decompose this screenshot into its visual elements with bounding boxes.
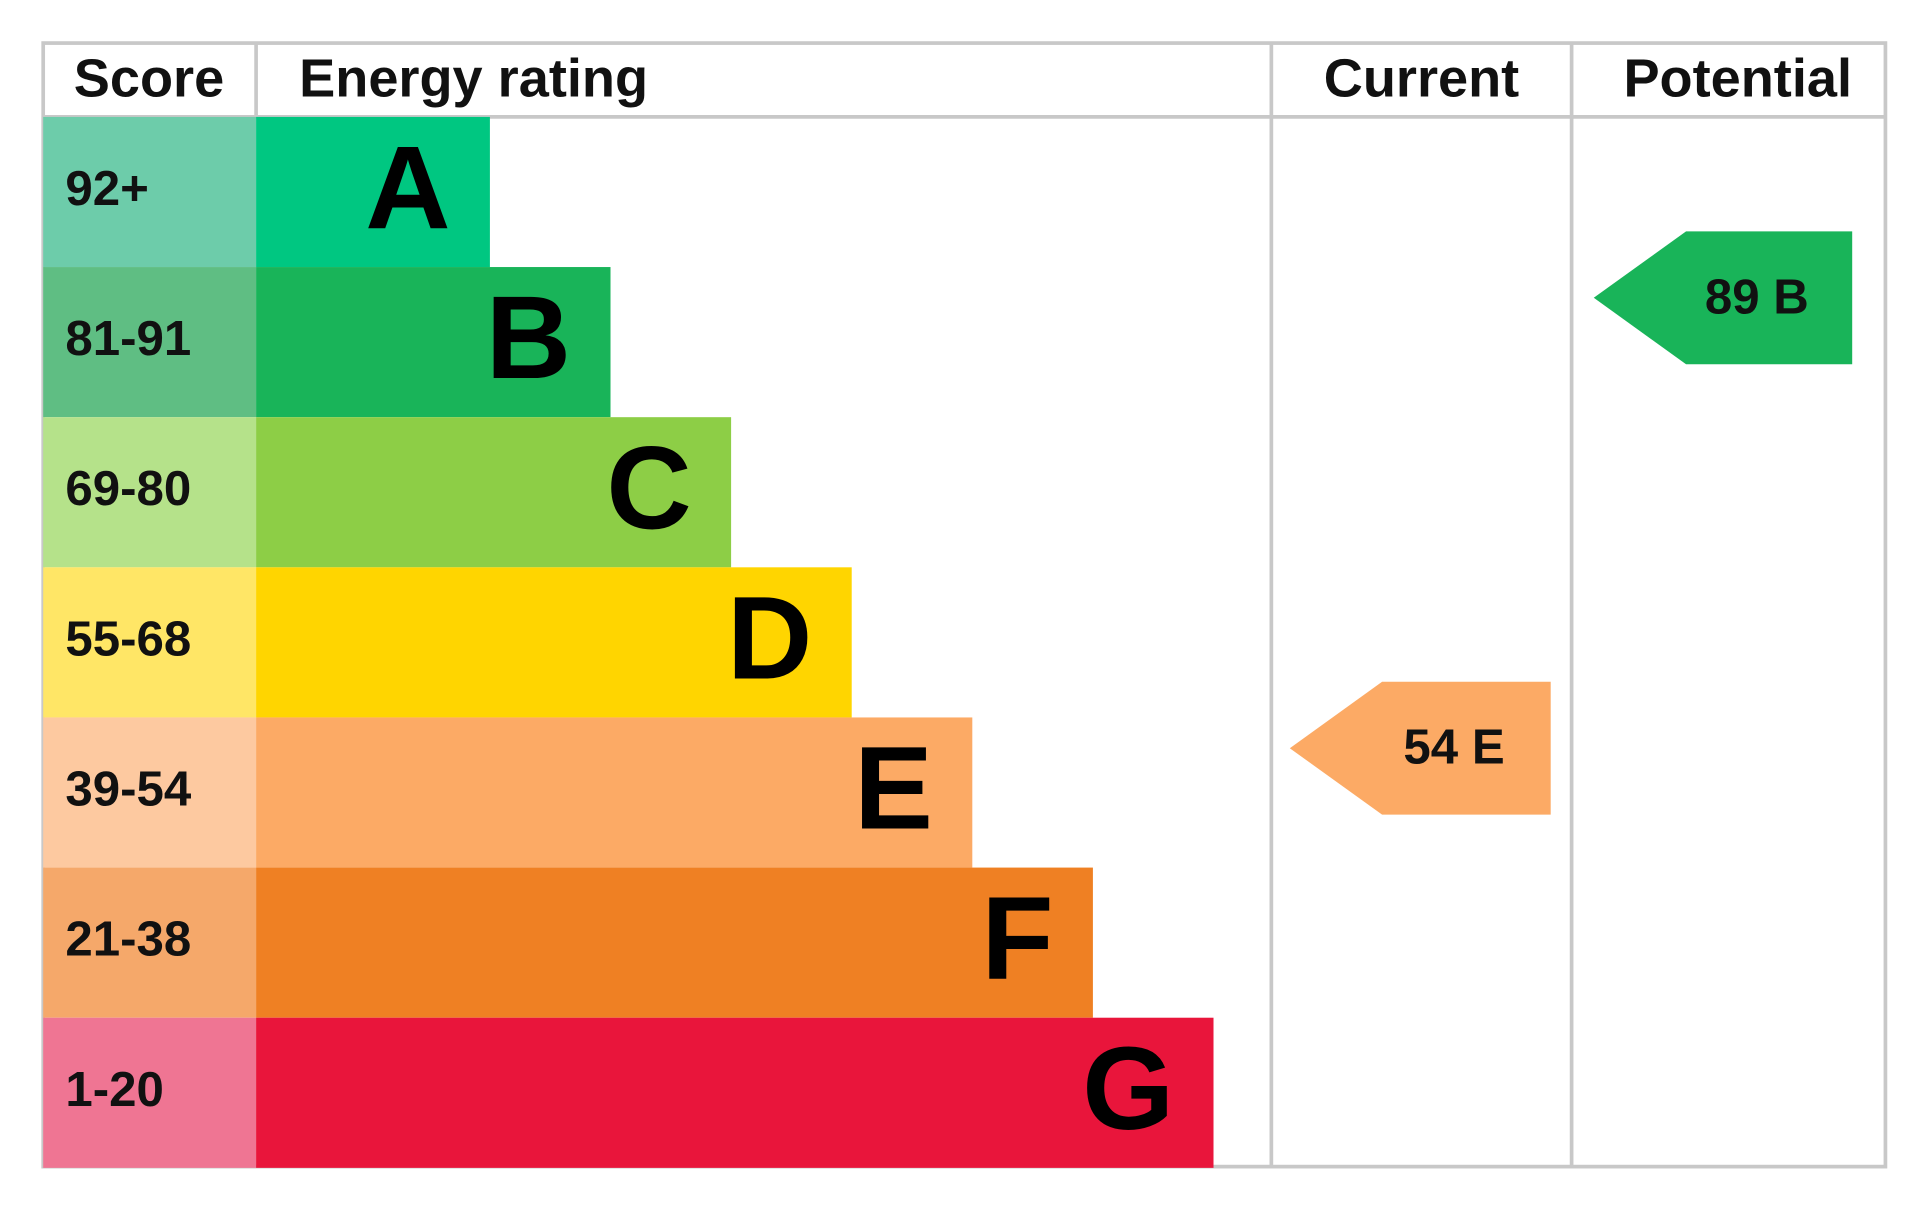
potential-rating: B [1773,269,1809,324]
score-range: 21-38 [65,912,191,967]
header-rating: Energy rating [299,49,648,109]
potential-score: 89 [1705,269,1760,324]
band-letter: B [486,272,571,404]
potential-arrow [1593,231,1853,365]
score-cell [43,867,257,1018]
score-cell [43,717,257,868]
score-range: 55-68 [65,611,191,666]
score-range: 1-20 [65,1062,164,1117]
score-cell [43,116,257,268]
current-label: 54 E [1403,720,1504,775]
score-cell [43,267,257,418]
band-bar [256,1017,1214,1168]
potential-label: 89 B [1705,269,1809,324]
current-score: 54 [1403,720,1458,775]
band-letter: G [1082,1023,1174,1155]
header-score: Score [74,49,224,109]
band-letter: F [981,873,1053,1005]
header-potential: Potential [1623,49,1852,109]
score-range: 39-54 [65,762,192,817]
band-bar [256,567,852,718]
band-letter: D [727,573,812,705]
score-cell [43,567,257,718]
band-bar [256,717,973,868]
band-letter: C [606,422,691,554]
band-bar [256,867,1093,1018]
band-letter: E [854,723,933,855]
band-bar [256,267,611,418]
score-cell [43,417,257,568]
band-letter: A [365,122,450,254]
header-current: Current [1324,49,1519,109]
band-bar [256,116,490,268]
score-range: 81-91 [65,311,191,366]
band-bar [256,417,732,568]
score-range: 92+ [65,161,149,216]
score-range: 69-80 [65,461,191,516]
score-cell [43,1017,257,1168]
current-rating: E [1472,720,1505,775]
current-arrow [1289,681,1551,815]
